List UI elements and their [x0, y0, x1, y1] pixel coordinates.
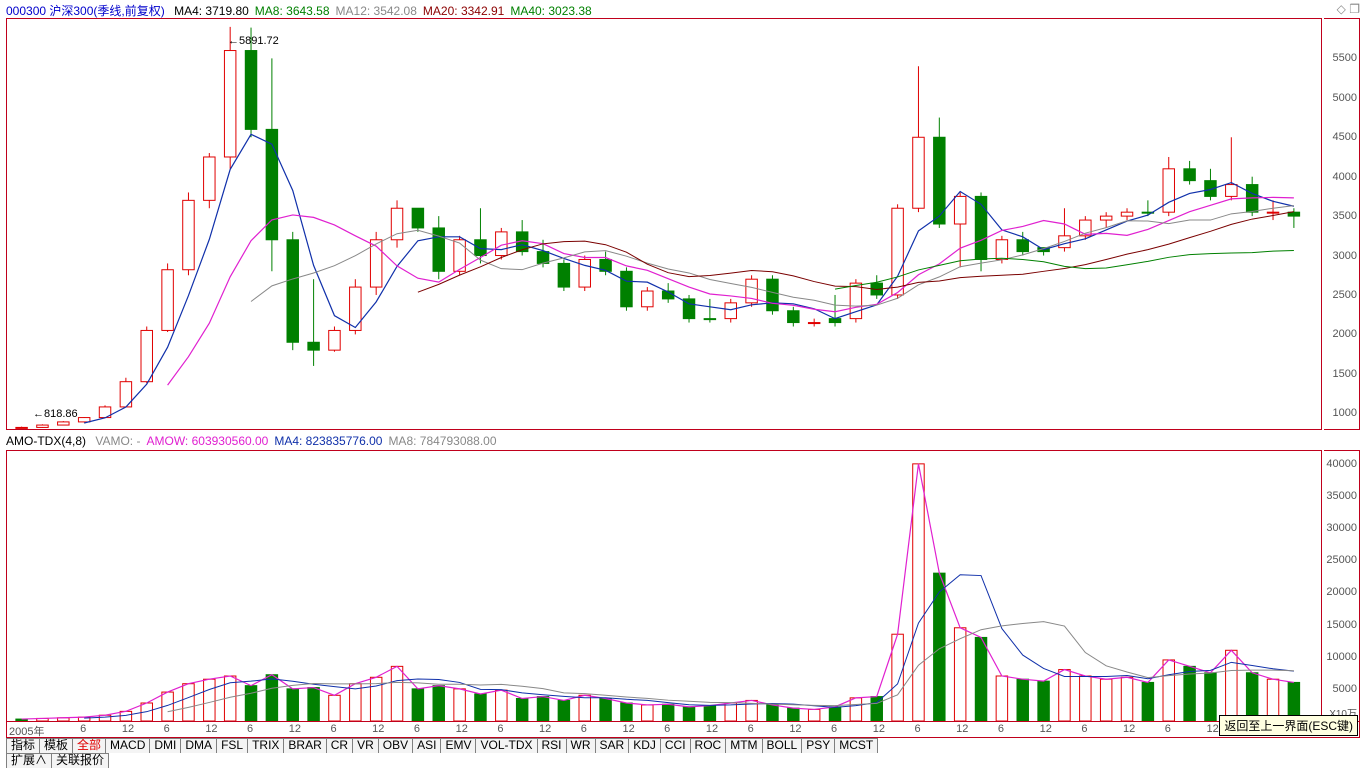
x-tick-label: 12 [1123, 723, 1135, 735]
indicator-tab-WR[interactable]: WR [566, 738, 596, 753]
x-tick-label: 6 [1081, 723, 1087, 735]
x-tick-label: 12 [289, 723, 301, 735]
x-tick-label: 6 [748, 723, 754, 735]
indicator-tab-DMI[interactable]: DMI [149, 738, 181, 753]
sub-ma-label: AMOW: 603930560.00 [146, 434, 268, 448]
sub-ma-label: MA8: 784793088.00 [388, 434, 496, 448]
main-y-axis: 1000 1500 2000 2500 3000 3500 4000 4500 5000 5500 [1324, 18, 1360, 430]
symbol-label: 000300 沪深300(季线,前复权) [6, 4, 165, 18]
indicator-tab-VR[interactable]: VR [352, 738, 379, 753]
x-tick-label: 6 [164, 723, 170, 735]
extra-tab[interactable]: 扩展∧ [6, 753, 52, 768]
x-tick-label: 12 [1040, 723, 1052, 735]
y-tick-label: 2000 [1333, 328, 1357, 340]
x-tick-label: 12 [372, 723, 384, 735]
x-tick-label: 12 [205, 723, 217, 735]
ma-label: MA12: 3542.08 [336, 4, 417, 18]
y-tick-label: 5000 [1333, 92, 1357, 104]
y-tick-label: 5500 [1333, 52, 1357, 64]
x-tick-label: 12 [456, 723, 468, 735]
sub-y-tick-label: 15000 [1326, 619, 1357, 631]
indicator-tab-KDJ[interactable]: KDJ [628, 738, 661, 753]
x-tick-label: 12 [706, 723, 718, 735]
x-tick-label: 6 [664, 723, 670, 735]
x-tick-label: 6 [414, 723, 420, 735]
x-tick-label: 12 [622, 723, 634, 735]
tab-全部[interactable]: 全部 [72, 738, 106, 753]
tab-指标[interactable]: 指标 [6, 738, 40, 753]
indicator-tab-CCI[interactable]: CCI [660, 738, 691, 753]
esc-tooltip: 返回至上一界面(ESC键) [1219, 715, 1358, 736]
indicator-tab-VOL-TDX[interactable]: VOL-TDX [475, 738, 537, 753]
sub-ma-label: VAMO: - [95, 434, 140, 448]
x-tick-label: 6 [80, 723, 86, 735]
extra-tabs: 扩展∧关联报价 [6, 753, 1360, 768]
ma-label: MA4: 3719.80 [174, 4, 249, 18]
indicator-tab-RSI[interactable]: RSI [537, 738, 567, 753]
sub-y-tick-label: 30000 [1326, 522, 1357, 534]
indicator-tab-MCST[interactable]: MCST [834, 738, 878, 753]
ma-label: MA40: 3023.38 [510, 4, 591, 18]
x-tick-label: 6 [330, 723, 336, 735]
x-tick-label: 6 [831, 723, 837, 735]
svg-text:←818.86: ←818.86 [33, 408, 78, 420]
x-tick-label: 12 [1206, 723, 1218, 735]
sub-y-tick-label: 35000 [1326, 490, 1357, 502]
indicator-tabs: 指标模板全部MACDDMIDMAFSLTRIXBRARCRVROBVASIEMV… [6, 738, 1360, 753]
indicator-tab-SAR[interactable]: SAR [595, 738, 630, 753]
tab-模板[interactable]: 模板 [39, 738, 73, 753]
sub-y-tick-label: 5000 [1333, 683, 1357, 695]
indicator-tab-CR[interactable]: CR [326, 738, 353, 753]
volume-chart[interactable] [6, 450, 1322, 722]
sub-y-axis: X10万 50001000015000200002500030000350004… [1324, 450, 1360, 722]
x-axis: 2005年 6 12 6 12 6 12 6 12 6 12 6 12 6 12 6 12 6 12 6 12 6 12 6 1… [6, 722, 1360, 738]
sub-ma-label: MA4: 823835776.00 [274, 434, 382, 448]
svg-text:←5891.72: ←5891.72 [228, 35, 279, 47]
sub-y-tick-label: 40000 [1326, 458, 1357, 470]
ma-label: MA20: 3342.91 [423, 4, 504, 18]
main-chart-header: 000300 沪深300(季线,前复权) MA4: 3719.80 MA8: 36… [6, 2, 604, 18]
x-tick-label: 12 [956, 723, 968, 735]
x-tick-label: 6 [998, 723, 1004, 735]
x-tick-label: 6 [581, 723, 587, 735]
indicator-tab-PSY[interactable]: PSY [801, 738, 835, 753]
indicator-name: AMO-TDX(4,8) [6, 434, 86, 448]
indicator-tab-DMA[interactable]: DMA [180, 738, 217, 753]
indicator-tab-MACD[interactable]: MACD [105, 738, 150, 753]
indicator-tab-MTM[interactable]: MTM [725, 738, 762, 753]
sub-chart-header: AMO-TDX(4,8) VAMO: - AMOW: 603930560.00 MA… [6, 434, 509, 450]
indicator-tab-BRAR[interactable]: BRAR [283, 738, 326, 753]
x-tick-label: 6 [1165, 723, 1171, 735]
x-start-label: 2005年 [9, 723, 44, 739]
sub-y-tick-label: 25000 [1326, 554, 1357, 566]
x-tick-label: 12 [122, 723, 134, 735]
extra-tab[interactable]: 关联报价 [51, 753, 109, 768]
indicator-tab-EMV[interactable]: EMV [440, 738, 476, 753]
y-tick-label: 1000 [1333, 407, 1357, 419]
x-tick-label: 12 [539, 723, 551, 735]
indicator-tab-BOLL[interactable]: BOLL [762, 738, 803, 753]
main-candlestick-chart[interactable]: ←5891.72 ←818.86 [6, 18, 1322, 430]
corner-icons[interactable]: ◇ ❐ [1337, 2, 1360, 16]
x-tick-label: 12 [873, 723, 885, 735]
y-tick-label: 3000 [1333, 250, 1357, 262]
indicator-tab-FSL[interactable]: FSL [216, 738, 248, 753]
y-tick-label: 3500 [1333, 210, 1357, 222]
x-tick-label: 6 [914, 723, 920, 735]
indicator-tab-TRIX[interactable]: TRIX [247, 738, 284, 753]
y-tick-label: 1500 [1333, 368, 1357, 380]
indicator-tab-ROC[interactable]: ROC [690, 738, 727, 753]
x-tick-label: 6 [497, 723, 503, 735]
sub-y-tick-label: 20000 [1326, 586, 1357, 598]
indicator-tab-ASI[interactable]: ASI [412, 738, 441, 753]
indicator-tab-OBV[interactable]: OBV [378, 738, 413, 753]
y-tick-label: 2500 [1333, 289, 1357, 301]
y-tick-label: 4000 [1333, 171, 1357, 183]
ma-label: MA8: 3643.58 [255, 4, 330, 18]
x-tick-label: 6 [247, 723, 253, 735]
sub-y-tick-label: 10000 [1326, 651, 1357, 663]
y-tick-label: 4500 [1333, 131, 1357, 143]
x-tick-label: 12 [789, 723, 801, 735]
